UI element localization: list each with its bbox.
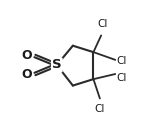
- Text: Cl: Cl: [117, 73, 127, 83]
- Text: S: S: [52, 58, 62, 72]
- Text: Cl: Cl: [95, 104, 105, 114]
- Text: Cl: Cl: [97, 19, 108, 29]
- Text: O: O: [21, 50, 32, 63]
- Text: O: O: [21, 67, 32, 80]
- Text: Cl: Cl: [117, 56, 127, 66]
